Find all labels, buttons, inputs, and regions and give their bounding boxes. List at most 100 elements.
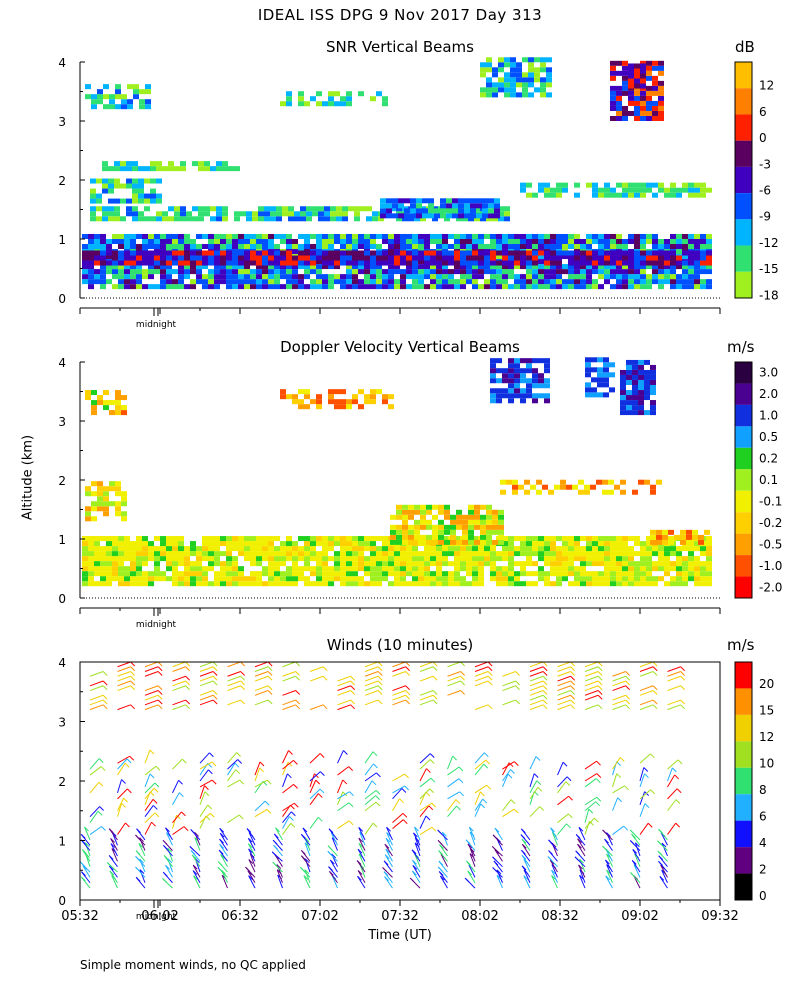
x-tick-label: 07:02 bbox=[301, 909, 338, 924]
velocity-field bbox=[82, 357, 712, 587]
colorbar-swatch bbox=[735, 245, 752, 272]
winds-panel-title: Winds (10 minutes) bbox=[326, 636, 474, 654]
wind-barbs bbox=[79, 661, 686, 889]
colorbar-1: 12 6 0 -3 -6 -9 -12 -15 -18 bbox=[734, 61, 779, 302]
snr-field bbox=[82, 57, 712, 290]
colorbar-label: -12 bbox=[759, 236, 779, 250]
colorbar-swatch bbox=[735, 88, 752, 115]
x-tick-label: 07:32 bbox=[381, 909, 418, 924]
colorbar-swatch bbox=[735, 362, 752, 384]
colorbar-label: -2.0 bbox=[759, 580, 782, 594]
y-tick-label: 0 bbox=[58, 894, 66, 908]
y-tick-label: 3 bbox=[58, 415, 66, 429]
colorbar-swatch bbox=[735, 469, 752, 491]
colorbar-swatch bbox=[735, 741, 752, 768]
snr-panel-title: SNR Vertical Beams bbox=[326, 38, 474, 56]
colorbar-label: 0.1 bbox=[759, 473, 778, 487]
colorbar-swatch bbox=[735, 688, 752, 715]
colorbar-swatch bbox=[735, 404, 752, 427]
colorbar-label: -9 bbox=[759, 210, 771, 224]
y-tick-label: 3 bbox=[58, 115, 66, 129]
y-tick-label: 3 bbox=[58, 716, 66, 730]
colorbar-label: 10 bbox=[759, 757, 774, 771]
colorbar-swatch bbox=[735, 447, 752, 470]
colorbar-swatch bbox=[735, 576, 752, 598]
colorbar-swatch bbox=[735, 533, 752, 556]
colorbar-swatch bbox=[735, 62, 752, 89]
colorbar-swatch bbox=[735, 714, 752, 742]
colorbar-swatch bbox=[735, 512, 752, 534]
y-tick-label: 1 bbox=[58, 233, 66, 247]
colorbar-label: 6 bbox=[759, 809, 767, 823]
colorbar-swatch bbox=[735, 490, 752, 513]
colorbar-2: 3.0 2.0 1.0 0.5 0.2 0.1 -0.1 -0.2 -0.5 -1.0 -2.0 bbox=[734, 361, 782, 599]
colorbar-label: -3 bbox=[759, 157, 771, 171]
y-tick-label: 1 bbox=[58, 533, 66, 547]
midnight-label: midnight bbox=[136, 320, 177, 330]
colorbar-label: 15 bbox=[759, 704, 774, 718]
colorbar-label: 0 bbox=[759, 889, 767, 903]
colorbar-swatch bbox=[735, 383, 752, 405]
x-axis-label: Time (UT) bbox=[368, 928, 432, 943]
main-title: IDEAL ISS DPG 9 Nov 2017 Day 313 bbox=[257, 6, 543, 24]
colorbar-swatch bbox=[735, 166, 752, 194]
colorbar-swatch bbox=[735, 219, 752, 246]
midnight-label: midnight bbox=[136, 620, 177, 630]
snr-units: dB bbox=[735, 38, 755, 56]
velocity-panel-title: Doppler Velocity Vertical Beams bbox=[280, 338, 520, 356]
colorbar-label: 1.0 bbox=[759, 409, 778, 423]
colorbar-label: 20 bbox=[759, 677, 774, 691]
colorbar-swatch bbox=[735, 555, 752, 577]
x-tick-label: 06:32 bbox=[221, 909, 258, 924]
colorbar-frame bbox=[734, 61, 753, 299]
y-tick-label: 4 bbox=[58, 56, 66, 70]
y-tick-label: 2 bbox=[58, 775, 66, 789]
colorbar-swatch bbox=[735, 820, 752, 848]
winds-units: m/s bbox=[727, 636, 755, 654]
colorbar-label: 3.0 bbox=[759, 366, 778, 380]
colorbar-label: 4 bbox=[759, 836, 767, 850]
colorbar-label: 12 bbox=[759, 730, 774, 744]
colorbar-label: 0.2 bbox=[759, 452, 778, 466]
x-tick-label: 05:32 bbox=[61, 909, 98, 924]
x-tick-label: 08:32 bbox=[541, 909, 578, 924]
y-tick-label: 2 bbox=[58, 174, 66, 188]
y-tick-label: 0 bbox=[58, 592, 66, 606]
colorbar-label: -18 bbox=[759, 288, 779, 302]
colorbar-swatch bbox=[735, 873, 752, 900]
footnote: Simple moment winds, no QC applied bbox=[80, 958, 306, 972]
colorbar-swatch bbox=[735, 847, 752, 874]
colorbar-label: -0.2 bbox=[759, 516, 782, 530]
colorbar-label: 8 bbox=[759, 783, 767, 797]
colorbar-frame bbox=[734, 661, 753, 901]
x-tick-label: 09:32 bbox=[701, 909, 738, 924]
colorbar-label: 2.0 bbox=[759, 387, 778, 401]
colorbar-swatch bbox=[735, 271, 752, 298]
colorbar-frame bbox=[734, 361, 753, 599]
colorbar-label: 0 bbox=[759, 131, 767, 145]
x-tick-label: 09:02 bbox=[621, 909, 658, 924]
y-tick-label: 4 bbox=[58, 656, 66, 670]
x-tick-label: 06:02 bbox=[141, 909, 178, 924]
colorbar-swatch bbox=[735, 193, 752, 220]
y-tick-label: 0 bbox=[58, 292, 66, 306]
colorbar-label: -6 bbox=[759, 183, 771, 197]
velocity-units: m/s bbox=[727, 338, 755, 356]
colorbar-label: 12 bbox=[759, 79, 774, 93]
y-tick-label: 1 bbox=[58, 835, 66, 849]
colorbar-swatch bbox=[735, 426, 752, 448]
colorbar-label: -0.5 bbox=[759, 537, 782, 551]
colorbar-label: -1.0 bbox=[759, 559, 782, 573]
colorbar-label: 2 bbox=[759, 862, 767, 876]
colorbar-swatch bbox=[735, 662, 752, 689]
colorbar-label: 6 bbox=[759, 105, 767, 119]
colorbar-swatch bbox=[735, 767, 752, 795]
colorbar-label: -15 bbox=[759, 262, 779, 276]
midnight-label: midnight bbox=[136, 912, 177, 922]
y-tick-label: 2 bbox=[58, 474, 66, 488]
colorbar-swatch bbox=[735, 114, 752, 141]
colorbar-label: 0.5 bbox=[759, 430, 778, 444]
colorbar-label: -0.1 bbox=[759, 494, 782, 508]
